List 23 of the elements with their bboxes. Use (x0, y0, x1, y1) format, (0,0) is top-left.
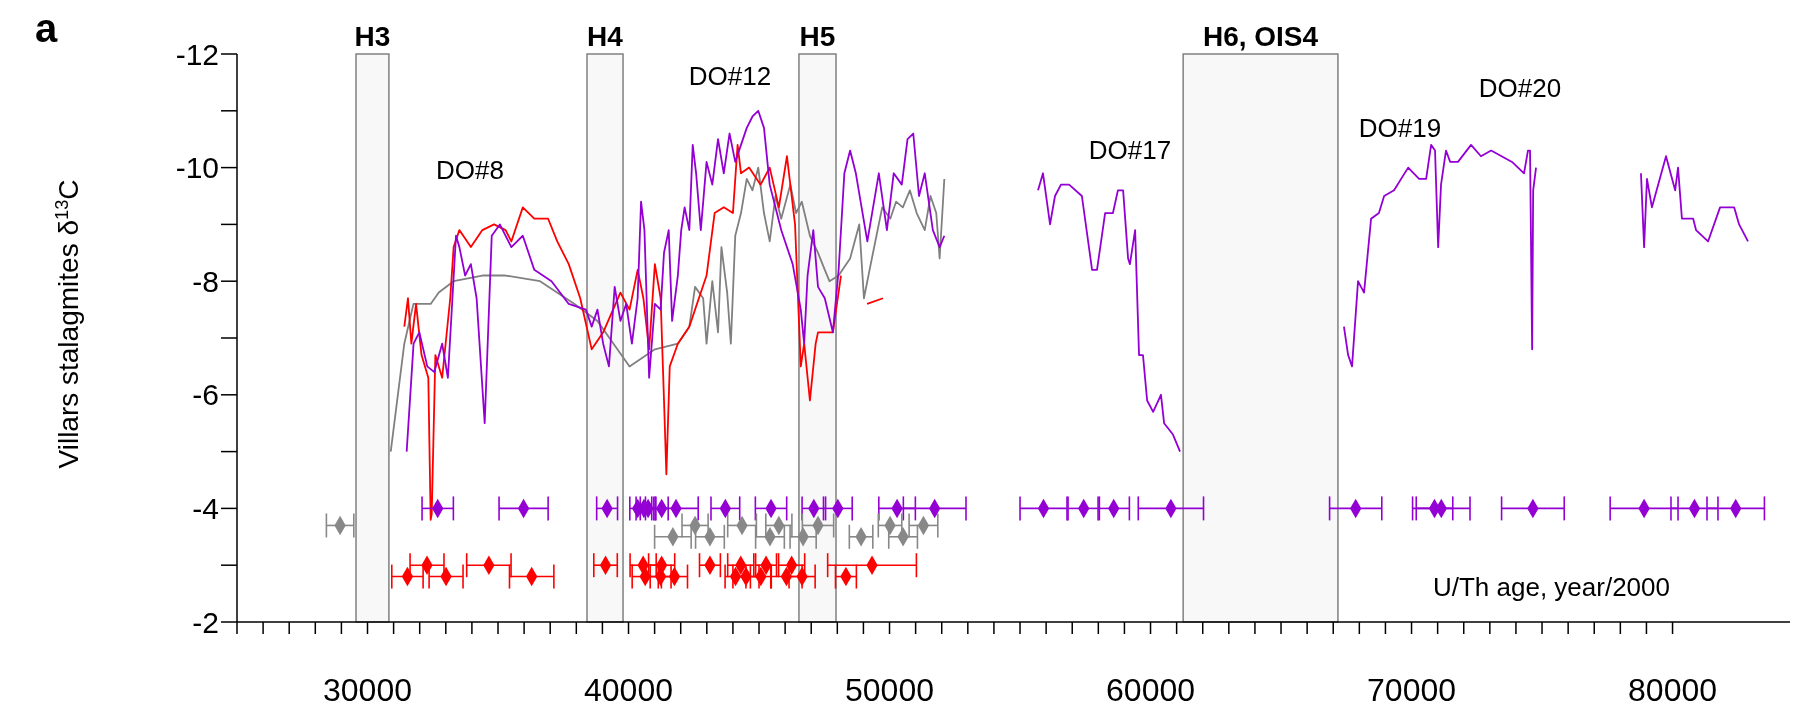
y-tick-label: -8 (192, 264, 219, 298)
x-axis-title: U/Th age, year/2000 (1432, 572, 1670, 602)
text: a (34, 5, 58, 51)
x-tick-label: 60000 (1106, 671, 1196, 708)
y-tick-label: -10 (175, 151, 219, 185)
y-tick-label: -6 (192, 378, 219, 412)
band-label: H4 (587, 21, 624, 52)
annotation: DO#12 (688, 60, 772, 92)
annotation: DO#17 (1088, 134, 1172, 166)
annotation: DO#19 (1358, 112, 1442, 144)
x-tick-label: 70000 (1367, 671, 1457, 708)
band-label: H5 (799, 21, 836, 52)
annotation: DO#20 (1478, 72, 1562, 104)
x-tick-label: 30000 (323, 671, 412, 708)
x-tick-label: 50000 (845, 671, 935, 708)
band-label: H3 (354, 21, 391, 52)
band-label: H6, OIS4 (1202, 21, 1319, 52)
x-tick-label: 80000 (1628, 671, 1718, 708)
y-tick-label: -12 (175, 37, 219, 71)
annotation: DO#8 (436, 154, 504, 186)
y-tick-label: -2 (192, 605, 219, 639)
y-tick-label: -4 (192, 492, 219, 526)
x-tick-label: 40000 (584, 671, 673, 708)
